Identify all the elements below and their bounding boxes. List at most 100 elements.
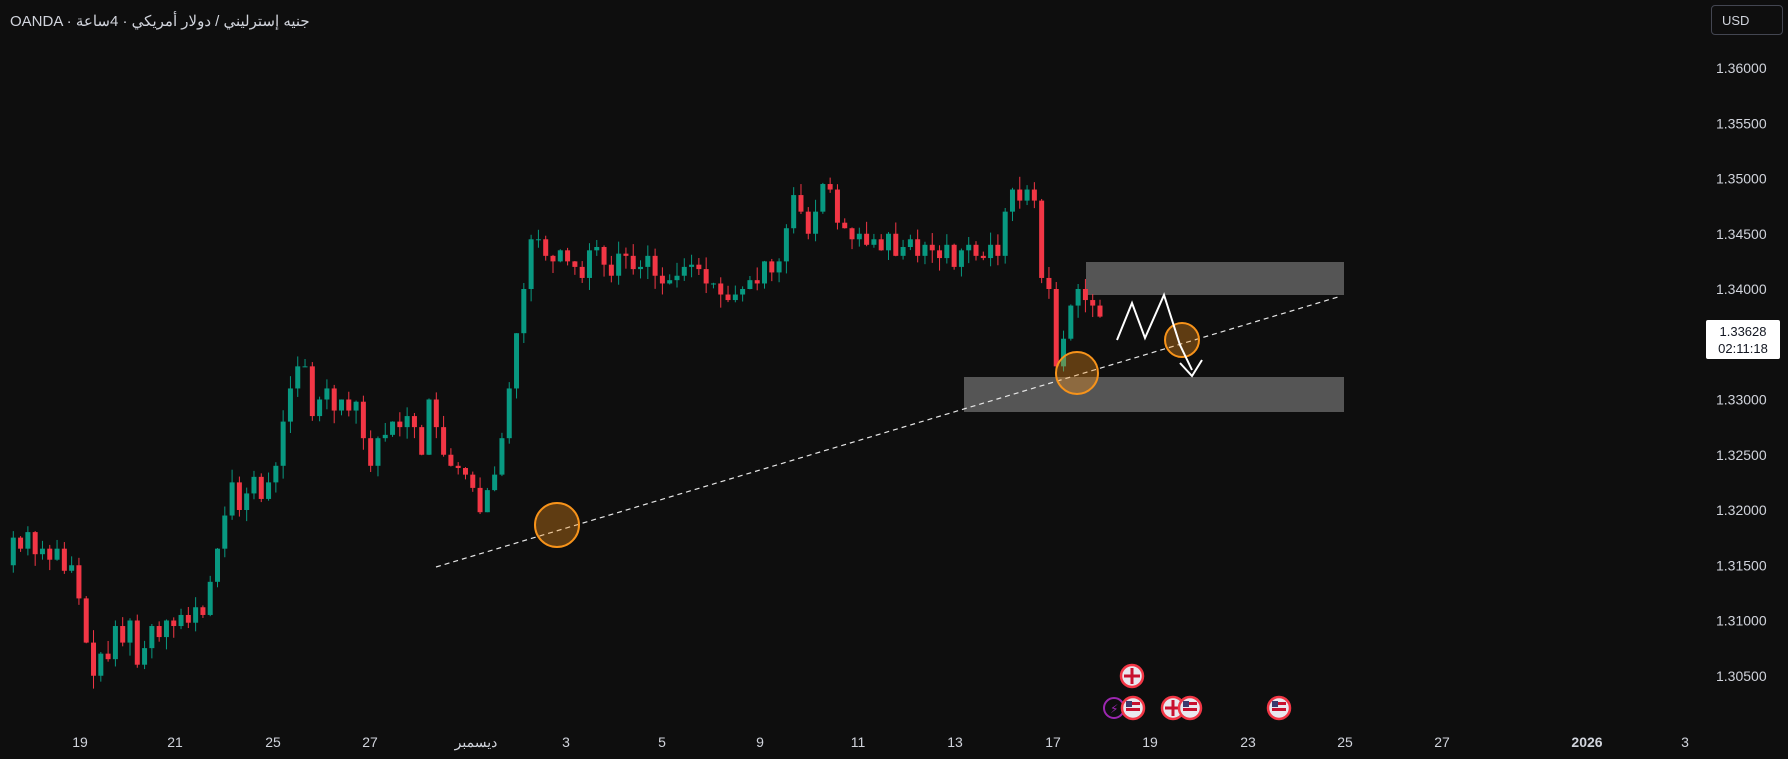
- candle: [718, 277, 724, 308]
- candle: [703, 257, 709, 294]
- candle-body: [25, 532, 31, 549]
- candle-body: [287, 388, 293, 422]
- price-axis[interactable]: 1.36000 1.35500 1.35000 1.34500 1.34000 1.330…: [1716, 60, 1767, 684]
- candle: [667, 274, 673, 285]
- candle-body: [1024, 189, 1030, 201]
- candle: [91, 630, 97, 689]
- candle-body: [725, 294, 731, 301]
- candle-body: [988, 244, 994, 259]
- candle-body: [798, 195, 804, 212]
- candle: [958, 248, 964, 277]
- candle-body: [995, 244, 1001, 256]
- candle: [944, 234, 950, 264]
- candle-body: [54, 548, 60, 560]
- candle: [1031, 182, 1037, 209]
- candle: [251, 470, 257, 500]
- candle: [1075, 283, 1081, 318]
- time-tick-3: 27: [362, 734, 378, 750]
- time-tick-10: 17: [1045, 734, 1061, 750]
- candle-body: [346, 399, 352, 411]
- candle: [193, 597, 199, 632]
- candle: [1090, 294, 1096, 318]
- candle-body: [273, 465, 279, 483]
- candle-body: [645, 255, 651, 267]
- candle: [980, 251, 986, 261]
- candle: [572, 260, 578, 275]
- candle-body: [324, 388, 330, 400]
- candle: [492, 466, 498, 492]
- candle-body: [594, 247, 600, 251]
- candle: [156, 621, 162, 642]
- trendline: [435, 296, 1339, 568]
- candle-body: [864, 233, 870, 245]
- candle-body: [484, 490, 490, 513]
- candle-body: [331, 388, 337, 411]
- candle: [441, 415, 447, 457]
- candle-body: [215, 548, 221, 582]
- candle: [820, 182, 826, 214]
- time-tick-9: 13: [947, 734, 963, 750]
- candle-body: [900, 247, 906, 256]
- candle: [681, 258, 687, 281]
- time-tick-13: 25: [1337, 734, 1353, 750]
- candle: [83, 596, 89, 644]
- candle: [710, 282, 716, 289]
- current-price-label: 1.33628 02:11:18: [1706, 320, 1780, 359]
- candle: [1082, 279, 1088, 313]
- candle: [834, 184, 840, 230]
- candle-body: [878, 239, 884, 251]
- candle: [368, 430, 374, 473]
- candle-body: [681, 266, 687, 276]
- candle-body: [426, 399, 432, 455]
- price-tick-0: 1.36000: [1716, 60, 1767, 76]
- candle-body: [827, 184, 833, 190]
- candle-body: [236, 482, 242, 510]
- candle: [754, 267, 760, 291]
- candle: [995, 234, 1001, 266]
- candle-body: [769, 261, 775, 273]
- candle-body: [1031, 189, 1037, 201]
- time-axis[interactable]: 19 21 25 27 ديسمبر 3 5 9 11 13 17 19 23 25 27 2026 3: [72, 734, 1689, 751]
- candle: [849, 227, 855, 250]
- candle-body: [1082, 289, 1088, 301]
- price-tick-5: 1.33000: [1716, 392, 1767, 408]
- candle: [645, 245, 651, 280]
- candle: [338, 399, 344, 416]
- candle-body: [514, 333, 520, 389]
- candle: [455, 462, 461, 475]
- candle: [287, 376, 293, 434]
- candle-body: [222, 515, 228, 549]
- price-tick-10: 1.30500: [1716, 668, 1767, 684]
- candle: [178, 608, 184, 630]
- candle: [470, 471, 476, 492]
- candle-body: [710, 283, 716, 285]
- candle-body: [579, 266, 585, 278]
- candle-body: [703, 269, 709, 284]
- candle: [543, 235, 549, 261]
- candle-body: [506, 388, 512, 439]
- candle-body: [1075, 289, 1081, 306]
- candle-body: [601, 247, 607, 265]
- price-tick-7: 1.32000: [1716, 502, 1767, 518]
- candle-body: [630, 255, 636, 270]
- candle-body: [163, 620, 169, 638]
- candle: [433, 392, 439, 439]
- candle: [929, 233, 935, 263]
- candle-body: [295, 366, 301, 389]
- candle-body: [608, 264, 614, 276]
- candle: [163, 619, 169, 650]
- candle-body: [944, 244, 950, 259]
- price-tick-1: 1.35500: [1716, 115, 1767, 131]
- candle: [966, 236, 972, 264]
- candle: [273, 462, 279, 493]
- candle: [149, 623, 155, 659]
- candle-body: [616, 253, 622, 276]
- candle: [623, 247, 629, 269]
- time-tick-1: 21: [167, 734, 183, 750]
- candle-body: [638, 266, 644, 270]
- currency-button[interactable]: USD: [1711, 5, 1783, 35]
- candle-body: [266, 482, 272, 499]
- candle: [39, 540, 45, 560]
- candle: [426, 398, 432, 456]
